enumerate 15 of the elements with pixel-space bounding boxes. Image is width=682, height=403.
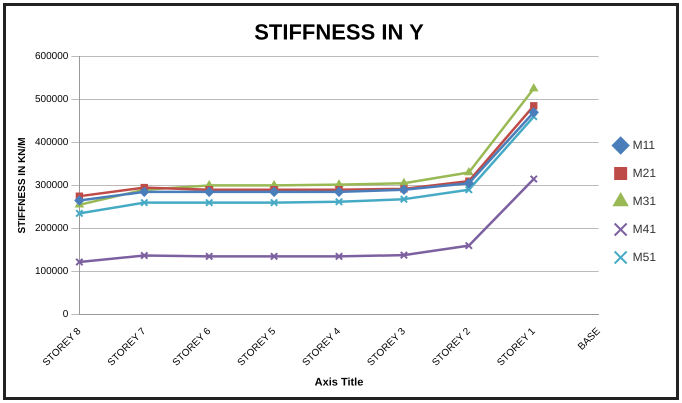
x-axis-title: Axis Title bbox=[314, 376, 364, 388]
y-tick-label: 0 bbox=[62, 309, 69, 320]
y-tick-label: 400000 bbox=[34, 137, 69, 148]
y-tick-label: 600000 bbox=[34, 51, 69, 62]
legend-label: M41 bbox=[632, 222, 656, 236]
legend-label: M11 bbox=[632, 138, 656, 152]
y-axis-title: STIFFNESS IN KN/M bbox=[16, 137, 28, 234]
legend-label: M21 bbox=[632, 166, 656, 180]
y-tick-label: 100000 bbox=[34, 266, 69, 278]
legend-label: M51 bbox=[632, 250, 656, 264]
y-tick-label: 500000 bbox=[34, 94, 69, 106]
chart-title: STIFFNESS IN Y bbox=[254, 19, 424, 44]
y-tick-label: 200000 bbox=[34, 223, 69, 234]
y-tick-label: 300000 bbox=[34, 180, 69, 192]
legend-label: M31 bbox=[632, 194, 656, 208]
